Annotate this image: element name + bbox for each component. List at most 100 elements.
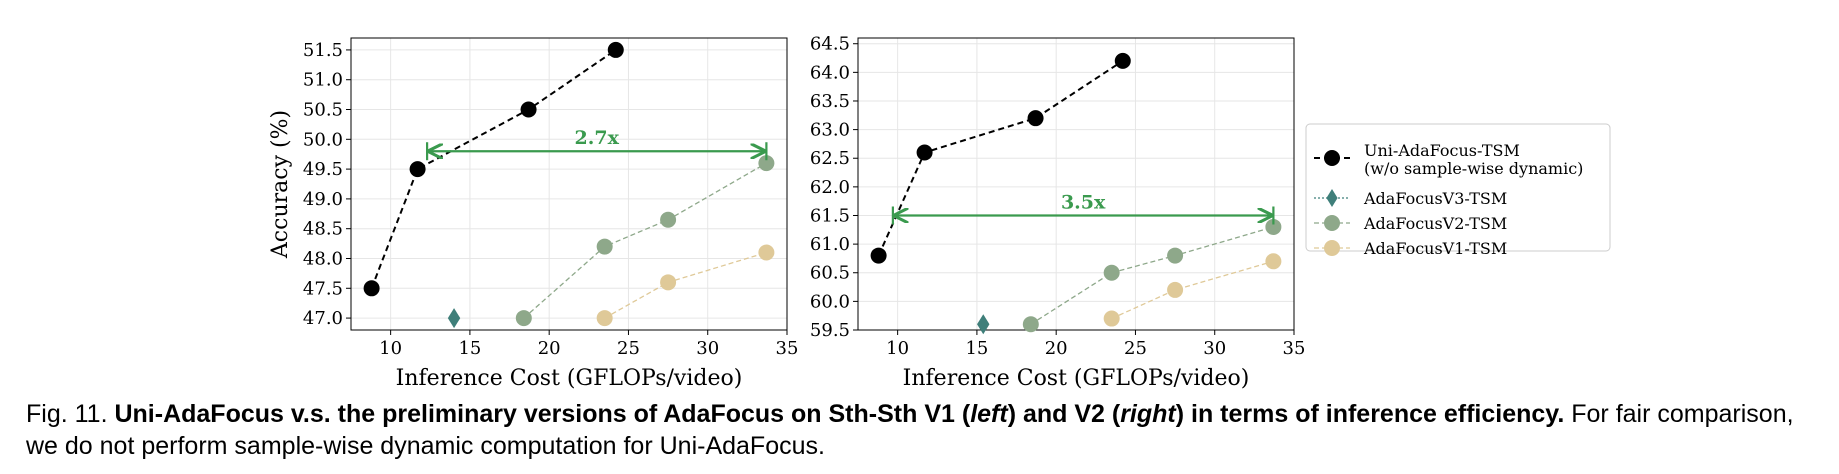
legend-marker: [1324, 150, 1340, 166]
legend-label: AdaFocusV3-TSM: [1363, 189, 1507, 208]
legend-label: AdaFocusV2-TSM: [1363, 214, 1507, 233]
legend-label: AdaFocusV1-TSM: [1363, 239, 1507, 258]
y-tick-label: 64.0: [810, 62, 850, 83]
x-tick-label: 30: [1203, 338, 1226, 359]
x-tick-label: 35: [776, 338, 799, 359]
plot-frame: [350, 37, 788, 331]
caption-right: right: [1120, 400, 1176, 428]
data-point: [977, 314, 990, 335]
series-3: [515, 155, 775, 327]
y-axis-label: Accuracy (%): [268, 110, 293, 259]
series-1: [363, 41, 624, 297]
series-2: [447, 308, 461, 329]
y-tick-label: 48.5: [303, 219, 343, 240]
y-tick-label: 50.0: [303, 129, 343, 150]
speedup-annotation: 3.5x: [891, 191, 1275, 225]
caption-bold-1: Uni-AdaFocus v.s. the preliminary versio…: [114, 400, 971, 428]
data-point: [1103, 310, 1120, 327]
data-point: [1114, 52, 1131, 69]
x-tick-label: 30: [696, 338, 719, 359]
legend-marker: [1326, 189, 1338, 207]
chart-left-sth-v1: 10 15 20 25 30 35 47.0 47.5 48.0 48.5 49.0 49.5 50.0…: [268, 37, 799, 390]
y-tick-label: 50.5: [303, 100, 343, 121]
series-4: [1103, 253, 1282, 327]
x-tick-label: 15: [965, 338, 988, 359]
y-tick-label: 49.5: [303, 159, 343, 180]
data-point: [596, 238, 613, 255]
x-tick-label: 20: [538, 338, 561, 359]
chart-right-sth-v2: 10 15 20 25 30 35 59.5 60.0 60.5 61.0 61.5 62.0 62.5…: [810, 34, 1306, 390]
caption-left: left: [970, 400, 1008, 428]
y-tick-label: 60.0: [810, 291, 850, 312]
y-tick-label: 60.5: [810, 263, 850, 284]
data-point: [1022, 316, 1039, 333]
series-2: [977, 314, 990, 335]
legend-entry: AdaFocusV2-TSM: [1314, 214, 1507, 233]
y-tick-label: 49.0: [303, 189, 343, 210]
y-tick-label: 63.0: [810, 120, 850, 141]
x-tick-label: 20: [1045, 338, 1068, 359]
data-point: [870, 247, 887, 264]
data-point: [409, 161, 426, 178]
data-point: [1167, 247, 1184, 264]
y-tick-label: 62.5: [810, 148, 850, 169]
plot-frame: [857, 37, 1295, 331]
caption-bold-3: ) in terms of inference efficiency.: [1175, 400, 1565, 428]
legend-marker: [1324, 215, 1340, 231]
data-point: [515, 310, 532, 327]
y-tick-label: 47.5: [303, 278, 343, 299]
x-axis-label: Inference Cost (GFLOPs/video): [396, 366, 743, 390]
series-line: [1030, 226, 1274, 325]
data-point: [447, 308, 461, 329]
legend-label: Uni-AdaFocus-TSM: [1364, 141, 1520, 160]
legend-box: [1305, 123, 1611, 252]
data-point: [660, 274, 677, 291]
y-tick-label: 64.5: [810, 34, 850, 55]
caption-rest: For fair comparison, we do not perform s…: [26, 400, 1794, 460]
legend-entry: Uni-AdaFocus-TSM(w/o sample-wise dynamic…: [1314, 141, 1583, 178]
y-tick-label: 63.5: [810, 91, 850, 112]
x-tick-label: 10: [379, 338, 402, 359]
series-3: [1022, 218, 1282, 333]
series-line: [523, 162, 767, 319]
y-tick-label: 61.0: [810, 234, 850, 255]
legend-marker: [1324, 240, 1340, 256]
y-tick-label: 47.0: [303, 308, 343, 329]
data-point: [758, 244, 775, 261]
caption-label: Fig. 11.: [26, 400, 108, 428]
series-line: [1111, 260, 1274, 320]
series-line: [877, 60, 1124, 256]
data-point: [758, 155, 775, 172]
data-point: [596, 310, 613, 327]
x-axis-label: Inference Cost (GFLOPs/video): [903, 366, 1250, 390]
data-point: [660, 211, 677, 228]
data-point: [1265, 253, 1282, 270]
speedup-annotation: 2.7x: [426, 127, 768, 161]
speedup-label: 3.5x: [1061, 191, 1106, 213]
y-tick-label: 59.5: [810, 320, 850, 341]
figure: 10 15 20 25 30 35 47.0 47.5 48.0 48.5 49.0 49.5 50.0…: [268, 34, 1611, 390]
legend-entry: AdaFocusV1-TSM: [1314, 239, 1507, 258]
data-point: [520, 101, 537, 118]
legend-entry: AdaFocusV3-TSM: [1314, 189, 1507, 208]
y-tick-label: 62.0: [810, 177, 850, 198]
series-1: [870, 52, 1131, 264]
y-tick-label: 48.0: [303, 248, 343, 269]
series-line: [370, 49, 617, 289]
data-point: [1027, 110, 1044, 127]
x-tick-label: 35: [1283, 338, 1306, 359]
x-tick-label: 25: [617, 338, 640, 359]
y-tick-label: 61.5: [810, 205, 850, 226]
x-tick-label: 15: [458, 338, 481, 359]
y-tick-label: 51.0: [303, 70, 343, 91]
speedup-label: 2.7x: [575, 127, 620, 149]
caption-bold-2: ) and V2 (: [1007, 400, 1121, 428]
grid: [858, 38, 1295, 331]
data-point: [607, 41, 624, 58]
series-4: [596, 244, 775, 327]
data-point: [916, 144, 933, 161]
data-point: [1103, 264, 1120, 281]
figure-caption: Fig. 11. Uni-AdaFocus v.s. the prelimina…: [26, 398, 1816, 462]
data-point: [363, 280, 380, 297]
legend: Uni-AdaFocus-TSM(w/o sample-wise dynamic…: [1305, 123, 1611, 258]
